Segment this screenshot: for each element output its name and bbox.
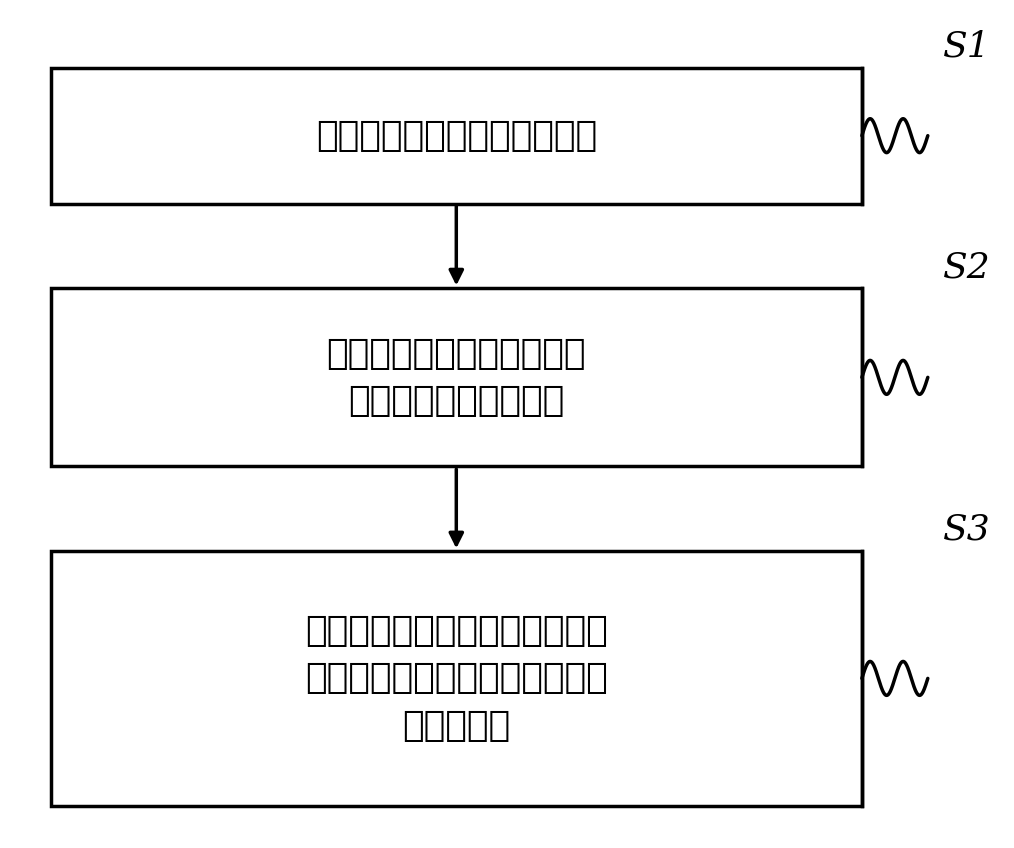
Text: 根据所述工作状态信息确定
低压负载的总消耗功率: 根据所述工作状态信息确定 低压负载的总消耗功率 [327,337,586,418]
Bar [51,551,862,806]
Text: S3: S3 [943,513,991,547]
Text: S2: S2 [943,250,991,284]
Bar [51,68,862,204]
Text: 根据所述总消耗功率对直流模块
进行控制，以调节所述直流模块
的输出功率: 根据所述总消耗功率对直流模块 进行控制，以调节所述直流模块 的输出功率 [305,614,607,743]
Bar [51,288,862,466]
Text: S1: S1 [943,30,991,64]
Text: 获取低压负载的工作状态信息: 获取低压负载的工作状态信息 [315,119,597,153]
